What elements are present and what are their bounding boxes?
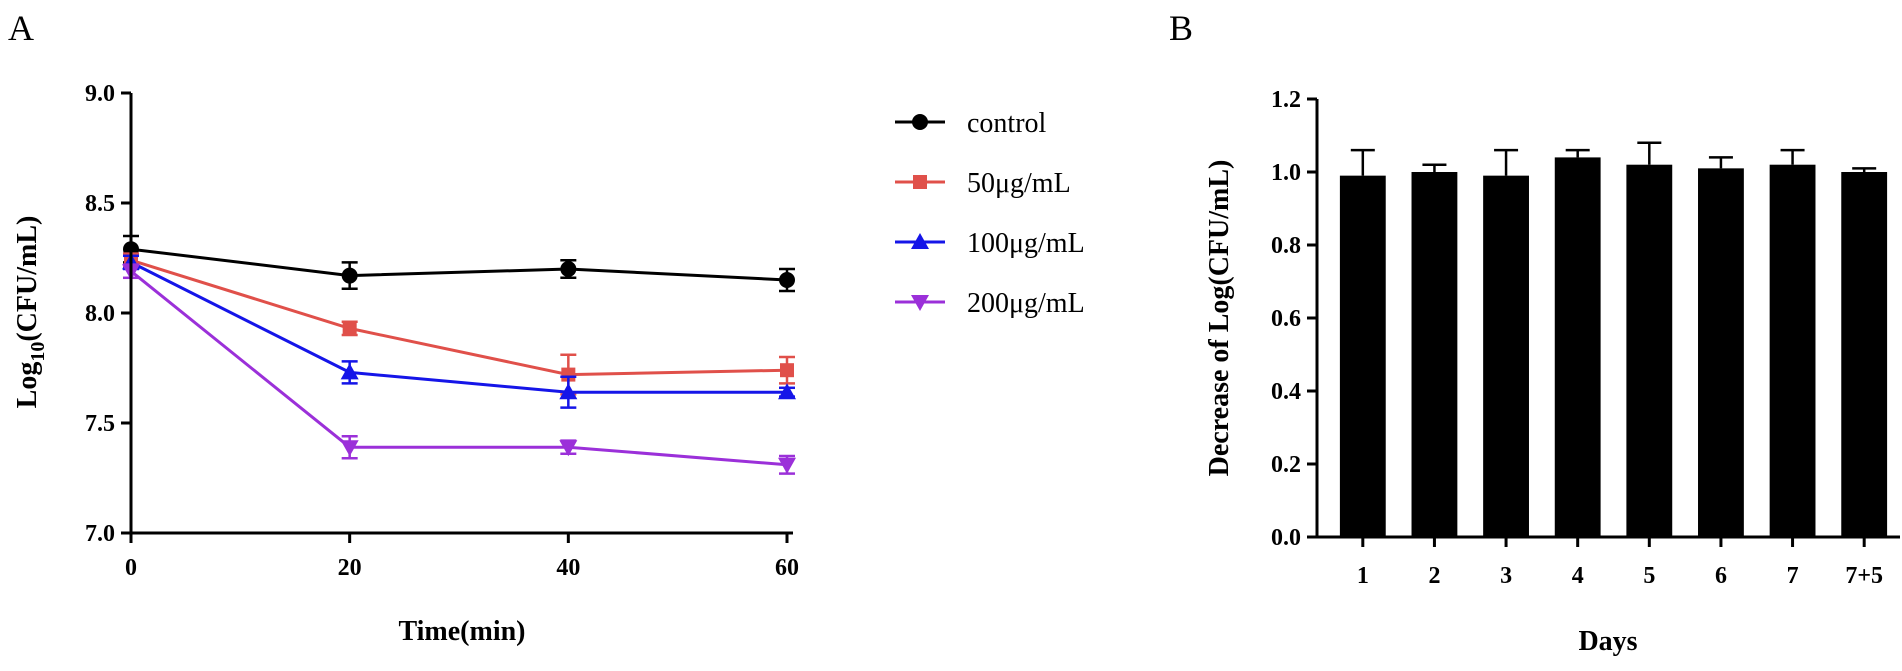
panel-a-x-tick-label: 60 bbox=[775, 555, 799, 581]
panel-a-series-line-2 bbox=[130, 261, 787, 394]
panel-b-bar-5 bbox=[1698, 168, 1744, 537]
panel-a-y-tick-label: 8.5 bbox=[85, 191, 115, 217]
legend-marker-1 bbox=[913, 175, 927, 189]
panel-b-bar-3 bbox=[1554, 157, 1601, 537]
panel-a-x-tick-label: 0 bbox=[125, 555, 137, 581]
legend-label-1: 50μg/mL bbox=[967, 168, 1071, 199]
legend-marker-3 bbox=[911, 295, 929, 311]
panel-a-y-label-tail: (CFU/mL) bbox=[12, 216, 43, 342]
panel-a-data-point bbox=[561, 367, 576, 382]
panel-b-y-tick-label: 0.6 bbox=[1271, 306, 1301, 332]
panel-b-x-tick-label: 4 bbox=[1572, 563, 1584, 589]
panel-b-bar-2 bbox=[1483, 175, 1529, 537]
panel-b-x-axis-label: Days bbox=[1578, 626, 1637, 657]
panel-a-data-point bbox=[340, 363, 359, 380]
legend-label-2: 100μg/mL bbox=[967, 228, 1085, 259]
panel-b-x-tick-label: 1 bbox=[1357, 563, 1369, 589]
panel-a-y-tick-label: 9.0 bbox=[85, 81, 115, 107]
legend-marker-0 bbox=[912, 114, 928, 130]
panel-a-y-tick-label: 7.5 bbox=[85, 411, 115, 437]
panel-b-y-tick-label: 0.8 bbox=[1271, 233, 1301, 259]
panel-b-x-tick-label: 6 bbox=[1715, 563, 1727, 589]
panel-b-y-tick-label: 0.0 bbox=[1271, 525, 1301, 551]
panel-b-y-tick-label: 0.4 bbox=[1271, 379, 1301, 405]
legend-marker-2 bbox=[911, 233, 929, 249]
panel-b-bar-chart: 0.0 0.2 0.4 0.6 0.8 1.0 1.2 1 2 3 4 5 6 7 7+5 Days De… bbox=[1204, 87, 1900, 657]
panel-b-bar-6 bbox=[1769, 164, 1816, 537]
panel-a-data-point bbox=[559, 383, 578, 400]
panel-a-y-tick-label: 8.0 bbox=[85, 301, 115, 327]
panel-b-bar-0 bbox=[1339, 175, 1386, 537]
panel-a-y-label-sub: 10 bbox=[27, 342, 49, 362]
panel-a-x-tick-label: 40 bbox=[556, 555, 580, 581]
panel-a-series-line-0 bbox=[130, 247, 788, 282]
panel-b-label: B bbox=[1169, 8, 1193, 48]
panel-b-y-axis-label: Decrease of Log(CFU/mL) bbox=[1204, 160, 1235, 477]
panel-a-data-point bbox=[778, 457, 796, 474]
panel-b-x-tick-label: 5 bbox=[1643, 563, 1655, 589]
panel-a-y-tick-label: 7.0 bbox=[85, 521, 115, 547]
panel-a-y-axis-label: Log10(CFU/mL) bbox=[12, 216, 49, 409]
panel-b-x-tick-label: 3 bbox=[1500, 563, 1512, 589]
panel-a-data-point bbox=[779, 272, 795, 288]
panel-b-bar-7 bbox=[1841, 172, 1888, 537]
panel-b-y-tick-label: 1.0 bbox=[1271, 160, 1301, 186]
panel-b-x-tick-label: 2 bbox=[1428, 563, 1440, 589]
panel-a-x-tick-label: 20 bbox=[338, 555, 362, 581]
legend-label-3: 200μg/mL bbox=[967, 288, 1085, 319]
panel-a-data-point bbox=[778, 383, 796, 400]
panel-a-data-point bbox=[342, 321, 357, 336]
panel-a-data-point bbox=[340, 440, 359, 457]
panel-b-x-tick-label: 7+5 bbox=[1845, 563, 1883, 589]
panel-a-data-point bbox=[560, 261, 577, 277]
panel-a-data-point bbox=[559, 440, 578, 457]
panel-a-data-point bbox=[341, 267, 358, 284]
panel-a-y-label-main: Log bbox=[12, 362, 43, 409]
panel-a-series-line-1 bbox=[130, 258, 788, 377]
panel-a-series-line-3 bbox=[130, 270, 788, 467]
panel-b-x-tick-label: 7 bbox=[1787, 563, 1799, 589]
panel-a-x-axis-label: Time(min) bbox=[398, 616, 525, 647]
panel-a-data-point bbox=[780, 363, 794, 378]
panel-a-line-chart: 7.0 7.5 8.0 8.5 9.0 0 20 40 60 Time(min) Log10(… bbox=[12, 81, 1085, 647]
panel-b-bar-4 bbox=[1626, 164, 1673, 537]
panel-b-y-tick-label: 1.2 bbox=[1271, 87, 1301, 113]
panel-b-bar-1 bbox=[1411, 172, 1458, 537]
panel-a-label: A bbox=[8, 8, 34, 48]
legend-label-0: control bbox=[967, 108, 1047, 139]
panel-b-y-tick-label: 0.2 bbox=[1271, 452, 1301, 478]
